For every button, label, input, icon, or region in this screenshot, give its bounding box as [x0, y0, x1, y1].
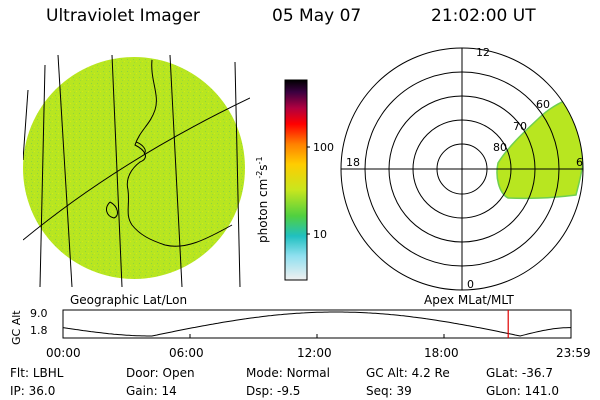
mlt-label-12: 12	[476, 46, 490, 59]
time-tick-2359: 23:59	[556, 346, 591, 360]
app-title: Ultraviolet Imager	[46, 6, 200, 26]
time-tick-1800: 18:00	[424, 346, 459, 360]
globe-caption: Geographic Lat/Lon	[70, 293, 188, 307]
date-label: 05 May 07	[272, 6, 362, 26]
polar-mlat-mlt-plot	[340, 47, 584, 291]
status-door: Door: Open	[126, 366, 195, 380]
time-tick-0000: 00:00	[46, 346, 81, 360]
altitude-curve	[62, 311, 571, 337]
status-dsp: Dsp: -9.5	[246, 384, 301, 398]
altitude-plot	[62, 309, 572, 339]
alt-tick-low: 1.8	[30, 324, 48, 337]
status-mode: Mode: Normal	[246, 366, 330, 380]
colorbar	[284, 79, 310, 281]
colorbar-tick-100: 100	[313, 141, 334, 154]
mlt-label-0: 0	[467, 278, 474, 291]
status-glat: GLat: -36.7	[486, 366, 553, 380]
gc-alt-axis-title: GC Alt	[10, 310, 23, 345]
status-seq: Seq: 39	[366, 384, 412, 398]
coastline	[106, 59, 233, 247]
time-tick-0600: 06:00	[169, 346, 204, 360]
status-glon: GLon: 141.0	[486, 384, 559, 398]
polar-caption: Apex MLat/MLT	[424, 293, 514, 307]
mlt-label-18: 18	[346, 156, 360, 169]
colorbar-tick-10: 10	[313, 228, 327, 241]
status-filter: Flt: LBHL	[10, 366, 64, 380]
mlat-label-70: 70	[513, 120, 527, 133]
alt-tick-high: 9.0	[30, 307, 48, 320]
mlat-label-80: 80	[493, 141, 507, 154]
mlat-label-60: 60	[536, 98, 550, 111]
status-gain: Gain: 14	[126, 384, 177, 398]
time-label: 21:02:00 UT	[431, 6, 536, 26]
status-ip: IP: 36.0	[10, 384, 56, 398]
status-gc-alt: GC Alt: 4.2 Re	[366, 366, 450, 380]
geographic-globe-image	[23, 54, 250, 287]
colorbar-unit-label: photon cm-2s-1	[255, 156, 270, 243]
time-tick-1200: 12:00	[297, 346, 332, 360]
auroral-oval-region	[496, 98, 583, 200]
mlt-label-6: 6	[576, 156, 583, 169]
